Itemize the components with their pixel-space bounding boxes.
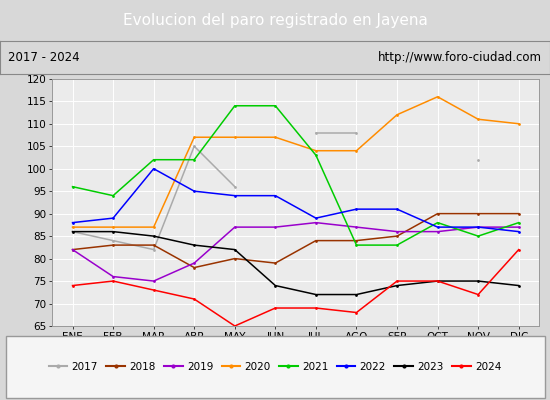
Text: http://www.foro-ciudad.com: http://www.foro-ciudad.com	[378, 51, 542, 64]
Text: Evolucion del paro registrado en Jayena: Evolucion del paro registrado en Jayena	[123, 14, 427, 28]
Legend: 2017, 2018, 2019, 2020, 2021, 2022, 2023, 2024: 2017, 2018, 2019, 2020, 2021, 2022, 2023…	[45, 358, 505, 376]
FancyBboxPatch shape	[6, 336, 544, 398]
Text: 2017 - 2024: 2017 - 2024	[8, 51, 80, 64]
